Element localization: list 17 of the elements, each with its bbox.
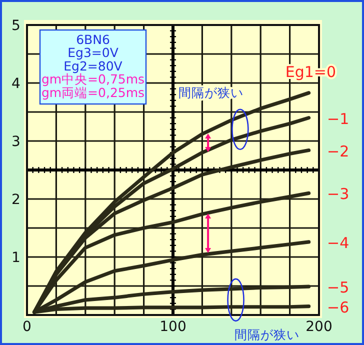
y-tick-label: 4 (12, 76, 21, 92)
x-tick-label: 0 (22, 319, 32, 335)
y-tick-label: 1 (12, 250, 20, 266)
series-label: −2 (327, 142, 350, 160)
annotation: 6BN6 (76, 32, 110, 47)
x-tick-label: 200 (306, 319, 332, 335)
series-label: −5 (327, 278, 350, 297)
x-tick-label: 100 (160, 319, 186, 335)
series-label: −3 (327, 185, 350, 204)
y-tick-label: 3 (12, 134, 20, 150)
series-label: −6 (327, 298, 350, 316)
text: 間隔が狭い (234, 327, 300, 342)
series-label: −1 (327, 110, 350, 128)
annotation: Eg3=0V (68, 45, 119, 60)
series-label: −4 (327, 234, 350, 252)
y-tick-label: 2 (12, 192, 20, 208)
y-tick-label: 5 (12, 18, 20, 34)
